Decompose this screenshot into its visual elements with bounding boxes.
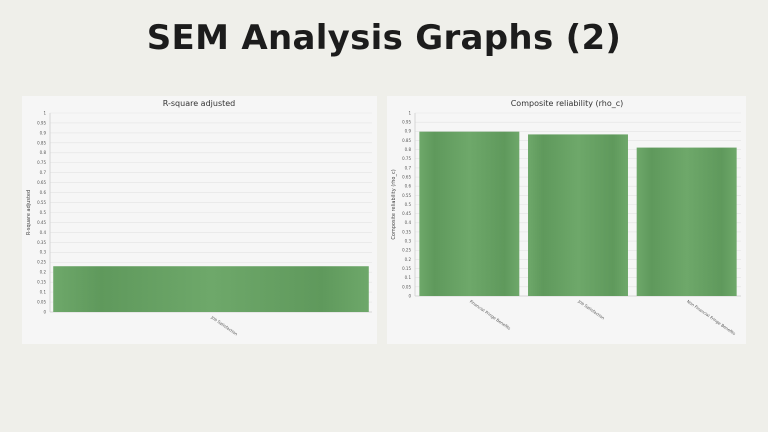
x-category-label: Non Financial Fringe Benefits [686, 299, 736, 336]
y-tick-label: 0.75 [402, 156, 411, 161]
x-category-label: Job Satisfaction [210, 314, 239, 337]
y-tick-label: 0.1 [405, 275, 412, 280]
y-tick-label: 0.35 [402, 229, 411, 234]
y-tick-label: 0.25 [402, 248, 411, 253]
y-tick-label: 0.95 [37, 120, 46, 125]
y-tick-label: 0.15 [37, 280, 46, 285]
y-tick-label: 0.45 [402, 211, 411, 216]
bar [636, 147, 737, 296]
chart-title: Composite reliability (rho_c) [511, 99, 624, 108]
y-tick-label: 0.2 [40, 270, 47, 275]
y-tick-label: 0.5 [405, 202, 412, 207]
y-tick-label: 0.35 [37, 240, 46, 245]
y-tick-label: 0.5 [40, 210, 47, 215]
y-tick-label: 0.55 [37, 200, 46, 205]
bar [419, 131, 520, 296]
y-tick-label: 0.75 [37, 160, 46, 165]
slide-title: SEM Analysis Graphs (2) [146, 18, 622, 58]
composite-reliability-chart-panel: Composite reliability (rho_c) Composite r… [387, 96, 746, 344]
y-tick-label: 0.15 [402, 266, 411, 271]
y-tick-label: 0.3 [40, 250, 47, 255]
y-axis-label: Composite reliability (rho_c) [391, 169, 397, 239]
r-square-chart: R-square adjusted R-square adjusted 1 0.95 0… [26, 99, 372, 337]
y-tick-label: 0.8 [405, 147, 412, 152]
y-tick-label: 0.55 [402, 193, 411, 198]
y-tick-label: 0.9 [405, 129, 412, 134]
r-square-chart-panel: R-square adjusted R-square adjusted 1 0.95 0… [22, 96, 377, 344]
y-tick-label: 0.85 [37, 140, 46, 145]
y-tick-label: 0.05 [402, 284, 411, 289]
y-tick-label: 1 [43, 110, 46, 115]
y-tick-label: 0.65 [37, 180, 46, 185]
y-tick-label: 0.25 [37, 260, 46, 265]
y-tick-label: 0.3 [405, 239, 412, 244]
y-tick-label: 1 [408, 110, 411, 115]
y-tick-label: 0.95 [402, 120, 411, 125]
y-tick-label: 0.45 [37, 220, 46, 225]
x-category-label: Financial Fringe Benefits [469, 299, 512, 331]
y-tick-label: 0.65 [402, 174, 411, 179]
composite-reliability-chart: Composite reliability (rho_c) Composite r… [391, 99, 741, 336]
y-tick-label: 0.4 [405, 220, 412, 225]
y-tick-label: 0.6 [40, 190, 47, 195]
y-axis-label: R-square adjusted [26, 190, 32, 235]
x-category-label: Job Satisfaction [577, 298, 606, 321]
y-tick-label: 0.4 [40, 230, 47, 235]
y-tick-label: 0.05 [37, 299, 46, 304]
y-tick-label: 0.7 [40, 170, 47, 175]
y-tick-label: 0.1 [40, 290, 47, 295]
y-tick-label: 0.85 [402, 138, 411, 143]
y-tick-label: 0.2 [405, 257, 412, 262]
chart-title: R-square adjusted [163, 99, 236, 108]
bar [528, 134, 628, 296]
y-tick-label: 0.8 [40, 150, 47, 155]
y-tick-label: 0.7 [405, 165, 412, 170]
y-tick-label: 0.9 [40, 130, 47, 135]
bar [53, 266, 369, 312]
y-tick-label: 0 [408, 293, 411, 298]
y-tick-label: 0 [43, 309, 46, 314]
y-tick-label: 0.6 [405, 184, 412, 189]
